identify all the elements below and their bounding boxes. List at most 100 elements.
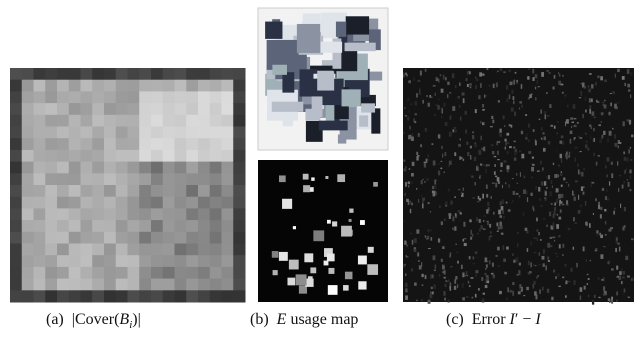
pixel bbox=[233, 150, 245, 162]
pixel bbox=[518, 291, 521, 294]
pixel bbox=[210, 232, 222, 244]
pixel bbox=[186, 267, 198, 279]
pixel bbox=[81, 290, 93, 302]
pixel bbox=[435, 104, 438, 106]
pixel bbox=[537, 229, 539, 231]
pixel bbox=[573, 280, 575, 285]
pixel bbox=[139, 232, 151, 244]
pixel bbox=[104, 244, 116, 256]
pixel bbox=[57, 244, 69, 256]
pixel bbox=[538, 187, 540, 192]
pixel bbox=[574, 139, 575, 141]
pixel bbox=[408, 80, 411, 83]
pixel bbox=[22, 279, 34, 291]
pixel bbox=[565, 121, 566, 126]
pixel bbox=[45, 103, 57, 115]
pixel bbox=[607, 198, 610, 200]
pixel bbox=[503, 115, 505, 119]
pixel bbox=[198, 220, 210, 232]
pixel bbox=[589, 73, 592, 75]
pixel bbox=[81, 80, 93, 92]
pixel bbox=[600, 235, 603, 238]
pixel bbox=[567, 105, 568, 108]
pixel bbox=[81, 127, 93, 139]
pixel bbox=[544, 181, 546, 185]
pixel bbox=[444, 298, 445, 301]
pixel bbox=[459, 220, 460, 221]
pixel bbox=[69, 290, 81, 302]
pixel bbox=[45, 80, 57, 92]
pixel bbox=[163, 208, 175, 220]
pixel bbox=[405, 182, 407, 187]
pixel bbox=[92, 208, 104, 220]
pixel bbox=[614, 104, 617, 109]
pixel bbox=[45, 68, 57, 80]
text: |Cover( bbox=[72, 311, 120, 328]
math: I bbox=[535, 311, 540, 328]
pixel bbox=[556, 199, 558, 204]
pixel bbox=[10, 185, 22, 197]
pixel bbox=[420, 144, 421, 147]
pixel bbox=[428, 154, 430, 157]
pixel bbox=[585, 222, 587, 225]
pixel bbox=[573, 118, 576, 120]
pixel bbox=[486, 194, 488, 198]
pixel bbox=[45, 185, 57, 197]
pixel bbox=[432, 186, 434, 189]
pixel bbox=[405, 288, 407, 292]
pixel bbox=[594, 117, 596, 118]
pixel bbox=[45, 162, 57, 174]
pixel bbox=[104, 232, 116, 244]
pixel bbox=[494, 156, 497, 157]
pixel bbox=[210, 185, 222, 197]
pixel bbox=[458, 144, 461, 147]
pixel bbox=[535, 186, 536, 190]
pixel bbox=[417, 155, 420, 156]
pixel bbox=[34, 80, 46, 92]
pixel bbox=[139, 220, 151, 232]
pixel bbox=[10, 91, 22, 103]
pixel bbox=[587, 274, 589, 275]
pixel bbox=[601, 121, 603, 122]
pixel bbox=[222, 279, 234, 291]
pixel bbox=[551, 203, 553, 204]
pixel bbox=[34, 91, 46, 103]
pixel bbox=[525, 114, 527, 116]
pixel bbox=[45, 197, 57, 209]
pixel bbox=[454, 279, 456, 283]
pixel bbox=[609, 229, 612, 232]
pixel bbox=[116, 91, 128, 103]
pixel bbox=[494, 164, 496, 167]
pixel bbox=[483, 215, 486, 217]
pixel bbox=[22, 138, 34, 150]
pixel bbox=[222, 185, 234, 197]
pixel bbox=[116, 115, 128, 127]
pixel bbox=[558, 217, 561, 220]
pixel bbox=[233, 279, 245, 291]
pixel bbox=[69, 150, 81, 162]
pixel bbox=[539, 119, 541, 120]
pixel bbox=[414, 101, 417, 106]
pixel bbox=[128, 103, 140, 115]
pixel bbox=[151, 279, 163, 291]
pixel bbox=[163, 290, 175, 302]
pixel bbox=[562, 75, 564, 76]
pixel bbox=[630, 159, 632, 161]
pixel bbox=[151, 115, 163, 127]
pixel bbox=[467, 152, 469, 156]
pixel bbox=[584, 286, 586, 290]
pixel bbox=[588, 89, 591, 93]
pixel bbox=[45, 115, 57, 127]
pixel bbox=[545, 191, 547, 195]
pixel bbox=[546, 265, 547, 270]
pixel bbox=[45, 220, 57, 232]
pixel bbox=[539, 252, 540, 255]
pixel bbox=[463, 159, 464, 161]
pixel bbox=[619, 247, 621, 252]
pixel bbox=[488, 237, 490, 241]
pixel bbox=[116, 208, 128, 220]
pixel bbox=[128, 138, 140, 150]
pixel bbox=[519, 195, 521, 197]
pixel bbox=[497, 247, 500, 251]
pixel bbox=[430, 292, 431, 294]
